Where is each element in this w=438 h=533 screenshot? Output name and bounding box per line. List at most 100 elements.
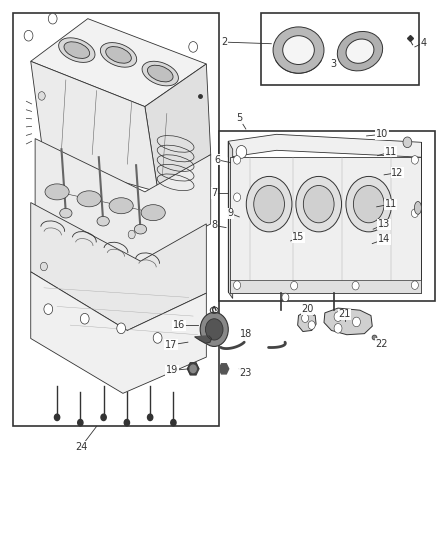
Circle shape <box>147 414 152 421</box>
Circle shape <box>54 414 60 421</box>
Text: 14: 14 <box>377 235 389 244</box>
Circle shape <box>205 319 223 340</box>
Text: 10: 10 <box>375 130 387 139</box>
Circle shape <box>78 419 83 426</box>
Ellipse shape <box>282 36 314 64</box>
Circle shape <box>351 281 358 290</box>
Ellipse shape <box>60 208 72 218</box>
Ellipse shape <box>77 191 101 207</box>
Circle shape <box>190 365 196 373</box>
Circle shape <box>153 333 162 343</box>
Text: 21: 21 <box>338 310 350 319</box>
Circle shape <box>101 414 106 421</box>
Circle shape <box>352 317 360 327</box>
Ellipse shape <box>45 184 69 200</box>
Circle shape <box>200 312 228 346</box>
Circle shape <box>410 209 417 217</box>
Circle shape <box>345 176 391 232</box>
Polygon shape <box>297 310 315 332</box>
Circle shape <box>38 92 45 100</box>
Polygon shape <box>35 139 210 266</box>
Circle shape <box>170 419 176 426</box>
Text: 16: 16 <box>173 320 185 330</box>
Polygon shape <box>31 19 206 107</box>
Text: 5: 5 <box>236 114 242 123</box>
Ellipse shape <box>134 224 146 234</box>
Text: 15: 15 <box>292 232 304 242</box>
Circle shape <box>44 304 53 314</box>
Ellipse shape <box>109 198 133 214</box>
Polygon shape <box>145 64 210 192</box>
Circle shape <box>290 281 297 290</box>
Text: 4: 4 <box>420 38 426 47</box>
Circle shape <box>303 185 333 223</box>
Bar <box>230 157 420 293</box>
Ellipse shape <box>59 38 95 62</box>
Circle shape <box>307 321 314 329</box>
Text: 17: 17 <box>165 340 177 350</box>
Polygon shape <box>31 203 206 330</box>
Circle shape <box>48 13 57 24</box>
Circle shape <box>233 193 240 201</box>
Circle shape <box>281 293 288 302</box>
Polygon shape <box>219 364 228 374</box>
Text: 11: 11 <box>384 199 396 209</box>
Circle shape <box>117 323 125 334</box>
Polygon shape <box>31 272 206 393</box>
Ellipse shape <box>147 65 173 82</box>
Ellipse shape <box>336 31 382 71</box>
Text: 7: 7 <box>211 188 217 198</box>
Ellipse shape <box>64 42 89 59</box>
Circle shape <box>188 42 197 52</box>
Circle shape <box>295 176 341 232</box>
Text: 12: 12 <box>390 168 403 177</box>
Circle shape <box>236 146 246 158</box>
Text: 23: 23 <box>239 368 251 378</box>
Polygon shape <box>31 61 158 192</box>
Polygon shape <box>194 336 211 343</box>
Ellipse shape <box>100 43 136 67</box>
Text: 9: 9 <box>226 208 233 218</box>
Polygon shape <box>228 134 420 157</box>
Polygon shape <box>228 141 232 298</box>
Circle shape <box>124 419 129 426</box>
Ellipse shape <box>272 27 323 73</box>
Circle shape <box>80 313 89 324</box>
Ellipse shape <box>97 216 109 226</box>
Ellipse shape <box>142 61 178 86</box>
Ellipse shape <box>413 201 420 214</box>
Ellipse shape <box>106 46 131 63</box>
Polygon shape <box>187 363 198 375</box>
Bar <box>13 13 219 426</box>
Text: 22: 22 <box>375 339 387 349</box>
Bar <box>230 280 420 293</box>
Text: 11: 11 <box>384 147 396 157</box>
Text: 8: 8 <box>211 221 217 230</box>
Bar <box>261 13 418 85</box>
Circle shape <box>253 185 284 223</box>
Text: 2: 2 <box>220 37 226 47</box>
Circle shape <box>410 281 417 289</box>
Bar <box>219 131 434 301</box>
Circle shape <box>40 262 47 271</box>
Circle shape <box>333 312 341 321</box>
Text: 20: 20 <box>300 304 313 314</box>
Circle shape <box>410 156 417 164</box>
Text: 6: 6 <box>214 155 220 165</box>
Circle shape <box>353 185 383 223</box>
Text: 13: 13 <box>377 220 389 229</box>
Text: 24: 24 <box>75 442 87 451</box>
Circle shape <box>402 137 411 148</box>
Circle shape <box>24 30 33 41</box>
Circle shape <box>333 324 341 333</box>
Circle shape <box>233 156 240 164</box>
Text: 19: 19 <box>166 366 178 375</box>
Circle shape <box>233 281 240 289</box>
Text: 3: 3 <box>330 59 336 69</box>
Polygon shape <box>323 308 371 335</box>
Ellipse shape <box>141 205 165 221</box>
Ellipse shape <box>345 39 373 63</box>
Circle shape <box>128 230 135 239</box>
Text: 18: 18 <box>239 329 251 339</box>
Circle shape <box>301 314 308 322</box>
